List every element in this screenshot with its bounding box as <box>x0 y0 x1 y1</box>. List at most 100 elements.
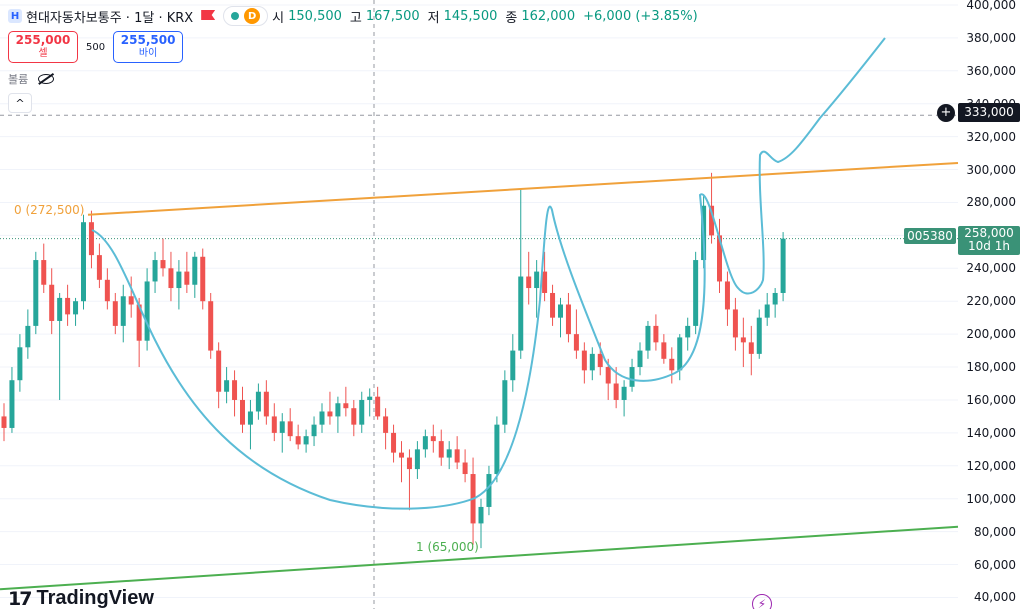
candle-body <box>677 337 683 371</box>
candle-body <box>327 411 333 417</box>
candle-body <box>152 260 158 282</box>
candle-body <box>263 391 269 417</box>
candle-body <box>756 317 762 354</box>
support-trendline[interactable] <box>0 525 959 591</box>
candle-body <box>526 276 532 289</box>
candle-body <box>446 449 452 458</box>
candle-body <box>168 268 174 289</box>
candle-body <box>391 432 397 453</box>
symbol-title[interactable]: 현대자동차보통주 · 1달 · KRX <box>26 10 194 26</box>
y-tick-label: 220,000 <box>966 294 1016 309</box>
y-tick-label: 160,000 <box>966 392 1016 407</box>
candle-body <box>422 436 428 450</box>
candle-body <box>279 421 285 433</box>
tradingview-logo-icon[interactable]: 17 TradingView <box>8 587 154 609</box>
candle-body <box>550 292 556 318</box>
bolt-icon[interactable]: ⚡ <box>752 594 772 609</box>
last-price-value: 258,000 <box>964 226 1014 240</box>
y-tick-label: 380,000 <box>966 30 1016 45</box>
candle-body <box>748 342 754 354</box>
buy-button[interactable]: 255,500 바이 <box>113 31 184 63</box>
candle-body <box>73 301 79 315</box>
tradingview-mark: 17 <box>8 587 32 609</box>
candle-body <box>685 325 691 338</box>
order-quantity[interactable]: 500 <box>86 41 106 53</box>
y-tick-label: 400,000 <box>966 0 1016 12</box>
symbol-icon[interactable]: H <box>8 9 22 23</box>
low-value: 145,500 <box>443 8 498 24</box>
sell-button[interactable]: 255,000 셀 <box>8 31 78 63</box>
candle-body <box>486 474 492 507</box>
candle-body <box>502 380 508 425</box>
chevron-up-icon[interactable]: ^ <box>8 93 32 113</box>
candle-body <box>224 380 230 392</box>
level-label-bottom: 1 (65,000) <box>416 540 479 554</box>
candle-body <box>57 297 63 321</box>
candle-body <box>1 416 7 428</box>
candle-body <box>693 260 699 326</box>
candle-body <box>414 449 420 470</box>
buy-price: 255,500 <box>120 33 176 47</box>
plus-icon[interactable]: + <box>937 104 955 122</box>
candle-body <box>669 358 675 371</box>
eye-off-icon[interactable] <box>38 74 55 84</box>
y-tick-label: 360,000 <box>966 63 1016 78</box>
y-tick-label: 240,000 <box>966 261 1016 276</box>
candle-body <box>343 403 349 409</box>
candle-body <box>565 304 571 335</box>
candle-body <box>406 457 412 470</box>
candle-body <box>621 386 627 400</box>
market-status-pill[interactable]: D <box>223 6 269 26</box>
candle-body <box>311 424 317 437</box>
candles <box>1 172 786 549</box>
chart-grid <box>0 4 958 598</box>
candle-body <box>367 396 373 400</box>
candle-body <box>764 304 770 318</box>
candle-body <box>732 309 738 338</box>
candle-body <box>399 452 404 458</box>
market-open-dot <box>231 12 240 20</box>
candle-body <box>534 271 540 289</box>
candle-body <box>9 380 15 428</box>
candle-body <box>478 506 484 524</box>
change-value: +6,000 (+3.85%) <box>583 8 698 24</box>
candle-body <box>41 260 47 285</box>
cup-and-handle-drawing[interactable] <box>91 37 886 510</box>
symbol-legend: H 현대자동차보통주 · 1달 · KRX D 시 150,500 고 167,50… <box>8 6 702 26</box>
resistance-trendline[interactable] <box>87 161 959 216</box>
y-tick-label: 80,000 <box>974 524 1016 539</box>
candle-body <box>597 353 603 368</box>
alert-price-tag[interactable]: 333,000 <box>958 103 1020 122</box>
candle-body <box>589 353 595 371</box>
y-tick-label: 320,000 <box>966 129 1016 144</box>
candle-body <box>255 391 261 412</box>
candle-body <box>375 396 381 417</box>
dividend-badge: D <box>244 8 261 24</box>
candle-body <box>49 284 55 321</box>
y-tick-label: 100,000 <box>966 491 1016 506</box>
candle-body <box>160 260 166 269</box>
open-key: 시 <box>272 10 285 26</box>
level-label-top: 0 (272,500) <box>14 203 85 217</box>
candle-body <box>192 256 198 285</box>
candle-body <box>629 367 635 387</box>
candle-body <box>319 411 325 425</box>
candle-body <box>335 403 341 417</box>
symbol-code-tag: 005380 <box>904 228 956 244</box>
high-value: 167,500 <box>365 8 420 24</box>
candle-body <box>176 271 182 289</box>
candle-body <box>653 325 659 343</box>
flag-icon[interactable] <box>201 10 215 22</box>
sell-price: 255,000 <box>15 33 71 47</box>
candle-body <box>542 271 548 293</box>
candle-body <box>128 296 134 305</box>
candle-body <box>287 421 293 437</box>
candle-body <box>232 380 238 400</box>
candle-body <box>81 222 86 302</box>
candle-body <box>383 416 389 433</box>
candle-body <box>240 399 245 425</box>
high-key: 고 <box>349 10 362 26</box>
candle-body <box>661 342 667 359</box>
candle-body <box>430 436 436 442</box>
